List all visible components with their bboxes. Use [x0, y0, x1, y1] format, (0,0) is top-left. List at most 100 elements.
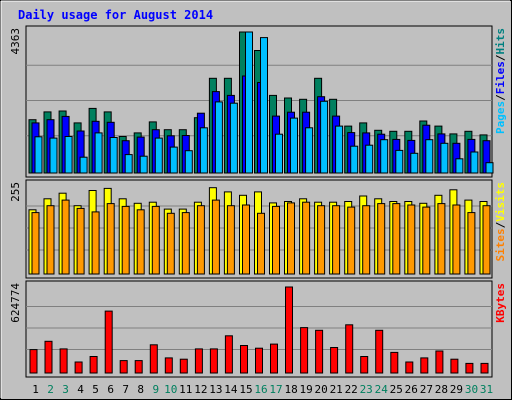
bar-sites-day-4 — [76, 207, 85, 275]
legend-pages: Pages — [494, 101, 507, 134]
bar-kbytes-day-5 — [89, 356, 98, 374]
bar-sites-day-28 — [437, 203, 446, 275]
bar-kbytes-day-8 — [134, 360, 143, 374]
bar-sites-day-29 — [452, 204, 461, 275]
y-max-label: 255 — [9, 182, 22, 202]
bar-sites-day-21 — [332, 205, 341, 275]
legend: Pages/Files/Hits — [494, 28, 507, 134]
bar-pages-day-10 — [169, 146, 178, 174]
legend-sites: Sites — [494, 228, 507, 261]
bar-pages-day-30 — [470, 151, 479, 174]
bar-sites-day-9 — [151, 205, 160, 275]
x-tick-label: 9 — [152, 383, 159, 396]
bar-sites-day-18 — [287, 202, 295, 275]
bar-sites-day-8 — [136, 209, 145, 275]
bar-kbytes-day-17 — [270, 343, 278, 374]
bar-kbytes-day-10 — [164, 357, 173, 374]
x-tick-label: 14 — [224, 383, 238, 396]
bar-pages-day-16 — [260, 37, 268, 174]
bar-pages-day-14 — [229, 102, 238, 174]
bar-pages-day-4 — [79, 156, 88, 174]
bar-pages-day-28 — [440, 142, 449, 174]
bar-sites-day-7 — [121, 205, 130, 275]
x-tick-label: 5 — [92, 383, 99, 396]
bar-sites-day-1 — [31, 212, 40, 275]
bar-kbytes-day-16 — [255, 347, 263, 374]
x-tick-label: 29 — [450, 383, 463, 396]
x-tick-label: 8 — [137, 383, 144, 396]
bar-kbytes-day-2 — [44, 340, 53, 374]
x-tick-label: 11 — [179, 383, 192, 396]
bar-pages-day-1 — [34, 136, 43, 174]
bar-kbytes-day-15 — [240, 345, 248, 374]
bar-pages-day-8 — [139, 155, 148, 174]
bar-pages-day-26 — [410, 152, 419, 174]
x-tick-label: 2 — [47, 383, 54, 396]
legend-kbytes: KBytes — [494, 283, 507, 323]
bar-pages-day-7 — [124, 154, 133, 174]
x-tick-label: 10 — [164, 383, 177, 396]
legend-files: Files — [494, 61, 507, 94]
bar-sites-day-23 — [362, 205, 371, 275]
bar-kbytes-day-11 — [179, 358, 188, 374]
x-tick-label: 24 — [375, 383, 389, 396]
bar-sites-day-19 — [302, 201, 311, 275]
bar-pages-day-6 — [109, 137, 118, 174]
bar-pages-day-29 — [455, 158, 464, 174]
bar-sites-day-16 — [257, 212, 265, 275]
bar-pages-day-15 — [245, 31, 253, 174]
bar-kbytes-day-31 — [480, 362, 489, 374]
bar-pages-day-18 — [290, 117, 298, 174]
bar-kbytes-day-6 — [104, 310, 113, 374]
bar-kbytes-day-26 — [405, 361, 414, 374]
bar-sites-day-10 — [166, 212, 175, 275]
chart-title: Daily usage for August 2014 — [18, 8, 213, 22]
bar-pages-day-23 — [365, 144, 374, 174]
bar-sites-day-26 — [407, 204, 416, 275]
chart-panels: 4363Pages/Files/Hits255Sites/Visits62477… — [9, 25, 507, 378]
bar-kbytes-day-9 — [149, 344, 158, 374]
x-tick-label: 27 — [420, 383, 433, 396]
bar-kbytes-day-18 — [285, 286, 293, 374]
bar-pages-day-27 — [425, 139, 434, 174]
panel-kbytes: 624774 KBytes — [9, 280, 507, 378]
bar-kbytes-day-13 — [209, 348, 218, 374]
x-tick-label: 3 — [62, 383, 69, 396]
bar-sites-day-25 — [392, 203, 401, 275]
legend-separator: / — [494, 94, 507, 101]
bar-sites-day-5 — [91, 211, 100, 275]
x-tick-label: 28 — [435, 383, 448, 396]
x-tick-label: 23 — [360, 383, 373, 396]
bar-pages-day-13 — [214, 101, 223, 174]
bar-kbytes-day-7 — [119, 360, 128, 374]
x-tick-label: 20 — [314, 383, 327, 396]
bar-kbytes-day-25 — [390, 351, 399, 374]
bar-kbytes-day-30 — [465, 362, 474, 374]
x-tick-label: 12 — [194, 383, 207, 396]
bar-pages-day-17 — [275, 133, 283, 174]
x-tick-label: 17 — [269, 383, 282, 396]
bar-sites-day-22 — [347, 206, 356, 275]
x-tick-label: 30 — [465, 383, 478, 396]
bar-sites-day-24 — [377, 203, 386, 275]
bar-sites-day-31 — [482, 205, 491, 275]
x-tick-label: 15 — [239, 383, 252, 396]
legend-visits: Visits — [494, 182, 507, 222]
x-tick-label: 4 — [77, 383, 84, 396]
bar-kbytes-day-14 — [224, 335, 233, 374]
bar-pages-day-19 — [305, 127, 314, 174]
bar-sites-day-14 — [226, 205, 235, 275]
legend-separator: / — [494, 221, 507, 228]
x-tick-label: 19 — [299, 383, 312, 396]
bar-kbytes-day-20 — [315, 329, 324, 374]
bar-kbytes-day-1 — [29, 349, 38, 374]
bar-pages-day-5 — [94, 132, 103, 174]
bar-kbytes-day-22 — [345, 324, 354, 374]
x-tick-label: 22 — [345, 383, 358, 396]
x-tick-label: 16 — [254, 383, 267, 396]
bar-pages-day-3 — [64, 136, 73, 174]
bar-pages-day-31 — [485, 162, 494, 174]
bar-kbytes-day-29 — [450, 358, 459, 374]
